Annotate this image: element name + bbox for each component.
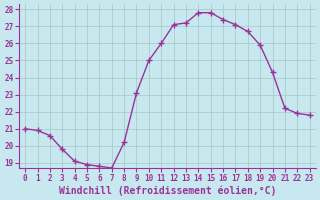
X-axis label: Windchill (Refroidissement éolien,°C): Windchill (Refroidissement éolien,°C) (59, 185, 276, 196)
